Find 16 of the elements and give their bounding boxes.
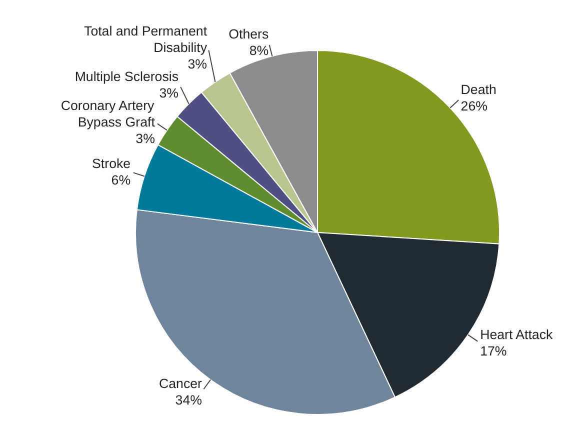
slice-label: Coronary Artery Bypass Graft: [60, 98, 156, 130]
data-label: 3%: [188, 56, 208, 72]
slice-label: Stroke: [92, 156, 131, 172]
slice-label: Death: [460, 82, 496, 98]
slice-label: Heart Attack: [480, 327, 553, 342]
slice-label: Multiple Sclerosis: [74, 68, 179, 84]
data-label: 8%: [249, 42, 269, 58]
slice-label: Total and Permanent Disability: [84, 23, 208, 55]
data-label: 3%: [159, 85, 179, 100]
data-label: 17%: [480, 344, 507, 359]
data-label: 6%: [111, 172, 131, 188]
data-label: 26%: [460, 98, 488, 114]
data-label: 3%: [136, 131, 156, 146]
slice-label: Cancer: [159, 376, 203, 391]
data-label: 34%: [175, 392, 202, 408]
slice-label: Others: [228, 26, 269, 42]
